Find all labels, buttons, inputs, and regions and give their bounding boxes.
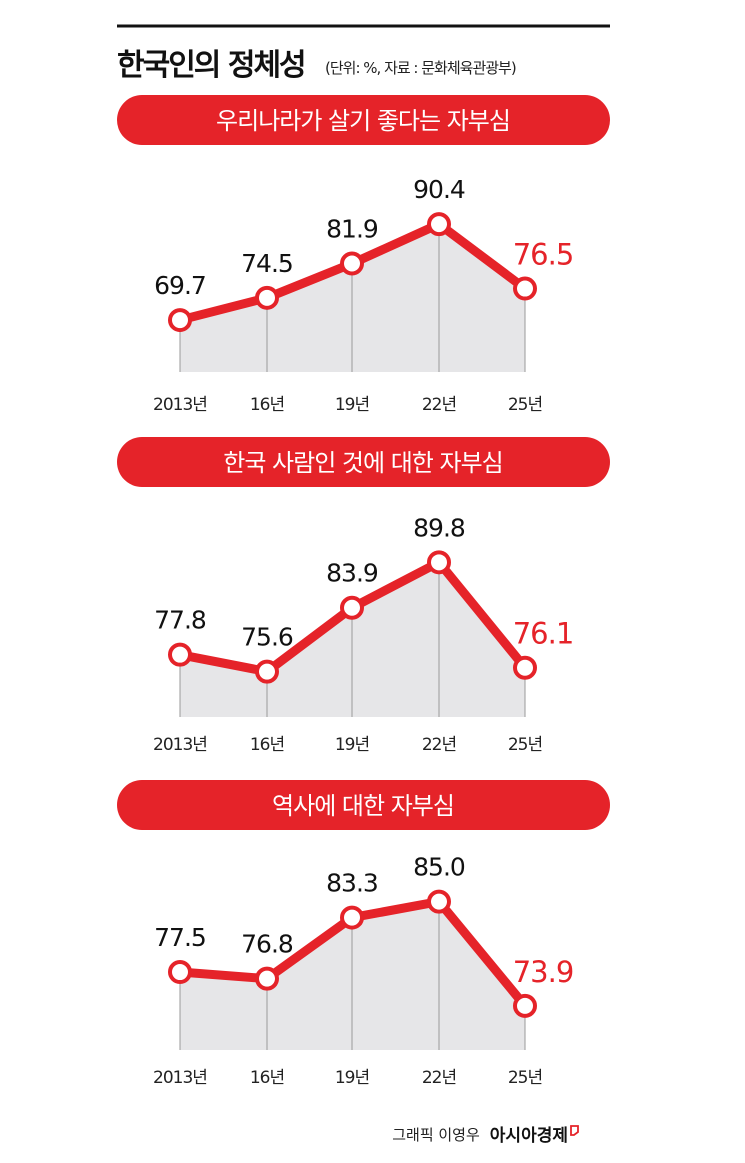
x-tick-label: 25년 <box>508 395 542 415</box>
x-tick-label: 25년 <box>508 1068 542 1088</box>
chart-title: 역사에 대한 자부심 <box>272 792 454 820</box>
data-point <box>513 655 537 680</box>
x-tick-label: 2013년 <box>153 735 207 755</box>
data-label: 81.9 <box>326 215 378 244</box>
chart-title-pill <box>117 437 610 487</box>
data-point <box>168 308 192 333</box>
data-label: 77.5 <box>154 923 206 952</box>
data-label: 89.8 <box>413 513 465 542</box>
x-tick-label: 2013년 <box>153 395 207 415</box>
credit: 그래픽 이영우 <box>392 1126 480 1144</box>
data-point <box>255 966 279 991</box>
x-tick-label: 22년 <box>422 395 456 415</box>
chart-title: 우리나라가 살기 좋다는 자부심 <box>216 107 510 135</box>
subtitle: (단위: %, 자료 : 문화체육관광부) <box>325 59 516 77</box>
data-point <box>168 642 192 667</box>
data-point <box>340 595 364 620</box>
data-point <box>340 251 364 276</box>
data-label: 76.5 <box>513 238 574 272</box>
x-tick-label: 19년 <box>335 395 369 415</box>
data-label: 83.9 <box>326 559 378 588</box>
data-label: 90.4 <box>413 175 465 204</box>
x-tick-label: 22년 <box>422 735 456 755</box>
x-tick-label: 22년 <box>422 1068 456 1088</box>
data-label: 76.8 <box>241 930 293 959</box>
x-tick-label: 25년 <box>508 735 542 755</box>
data-point <box>427 550 451 575</box>
data-label: 74.5 <box>241 249 293 278</box>
brand-mark-icon <box>570 1125 579 1136</box>
data-label: 77.8 <box>154 606 206 635</box>
data-point <box>340 905 364 930</box>
page-title: 한국인의 정체성 <box>117 48 305 83</box>
chart-panel: 한국 사람인 것에 대한 자부심 77.8 2013년 75.6 16년 83.9 19년 8… <box>117 437 610 755</box>
data-point <box>513 993 537 1018</box>
data-point <box>168 960 192 985</box>
x-tick-label: 19년 <box>335 1068 369 1088</box>
x-tick-label: 16년 <box>250 1068 284 1088</box>
data-point <box>255 659 279 684</box>
x-tick-label: 2013년 <box>153 1068 207 1088</box>
data-label: 73.9 <box>513 955 574 989</box>
data-point <box>513 276 537 301</box>
data-point <box>255 285 279 310</box>
data-label: 69.7 <box>154 271 206 300</box>
chart-title-pill <box>117 780 610 830</box>
data-point <box>427 212 451 237</box>
data-label: 76.1 <box>513 617 574 651</box>
brand-logo: 아시아경제 <box>490 1126 568 1146</box>
data-point <box>427 889 451 914</box>
x-tick-label: 16년 <box>250 735 284 755</box>
x-tick-label: 16년 <box>250 395 284 415</box>
x-tick-label: 19년 <box>335 735 369 755</box>
chart-title-pill <box>117 95 610 145</box>
chart-panel: 역사에 대한 자부심 77.5 2013년 76.8 16년 83.3 19년 85.0 22년… <box>117 780 610 1088</box>
data-label: 75.6 <box>241 623 293 652</box>
data-label: 85.0 <box>413 853 465 882</box>
data-label: 83.3 <box>326 869 378 898</box>
chart-title: 한국 사람인 것에 대한 자부심 <box>223 449 502 477</box>
chart-panel: 우리나라가 살기 좋다는 자부심 69.7 2013년 74.5 16년 81.9 19년 9… <box>117 95 610 415</box>
